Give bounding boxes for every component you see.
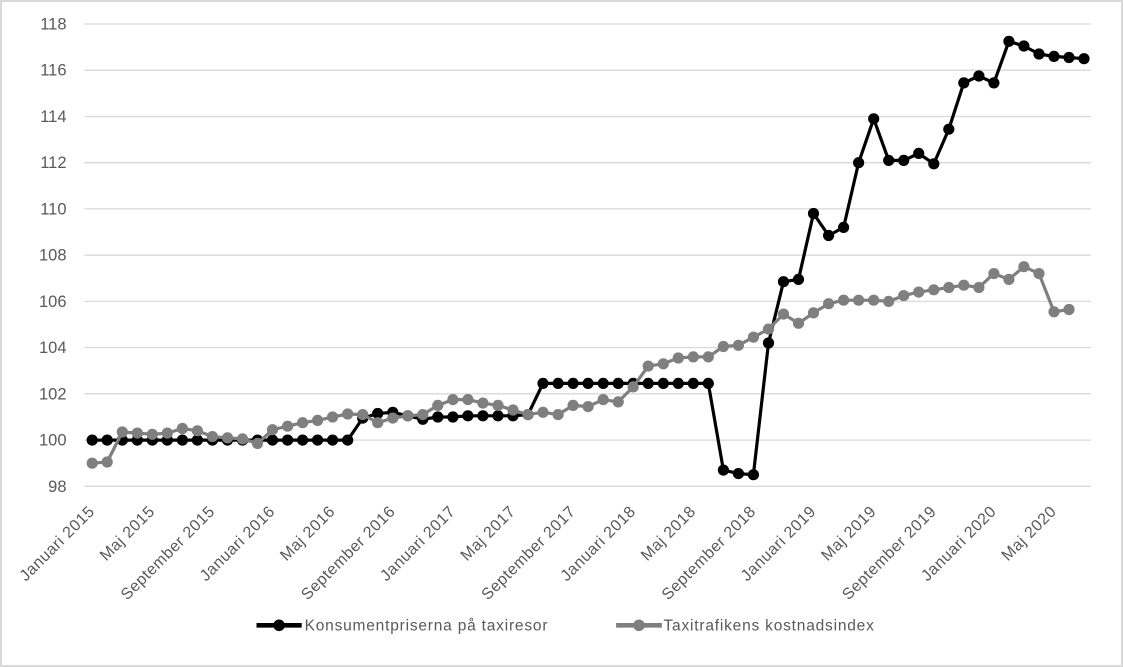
svg-text:Konsumentpriserna på taxiresor: Konsumentpriserna på taxiresor xyxy=(305,618,549,635)
svg-text:110: 110 xyxy=(40,200,66,218)
svg-text:100: 100 xyxy=(39,432,67,450)
svg-text:118: 118 xyxy=(40,16,66,34)
svg-text:112: 112 xyxy=(40,154,66,172)
svg-text:108: 108 xyxy=(39,247,67,265)
svg-text:102: 102 xyxy=(39,385,67,403)
svg-text:106: 106 xyxy=(39,293,67,311)
svg-text:98: 98 xyxy=(48,478,66,496)
svg-text:Taxitrafikens kostnadsindex: Taxitrafikens kostnadsindex xyxy=(664,618,875,635)
svg-text:114: 114 xyxy=(40,108,66,126)
svg-text:104: 104 xyxy=(39,339,67,357)
svg-text:116: 116 xyxy=(40,62,66,80)
